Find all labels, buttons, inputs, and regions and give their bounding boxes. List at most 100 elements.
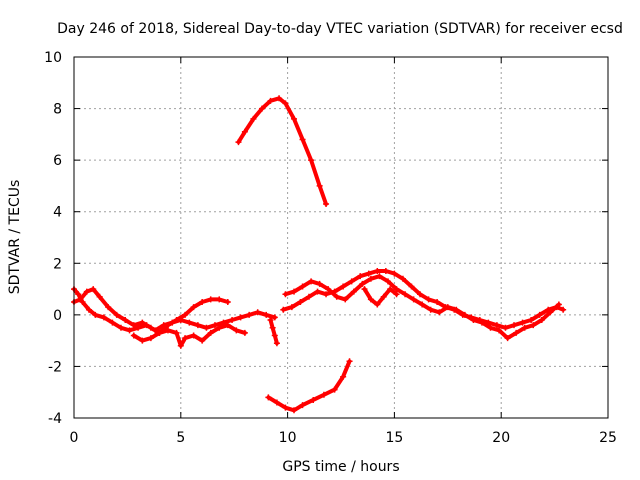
- data-point: [263, 311, 270, 318]
- data-point: [96, 293, 103, 300]
- data-point: [320, 391, 327, 398]
- data-point: [207, 329, 214, 336]
- data-point: [333, 293, 340, 300]
- data-point: [235, 139, 242, 146]
- data-point: [402, 291, 409, 298]
- data-point: [237, 314, 244, 321]
- data-point: [393, 286, 400, 293]
- data-point: [130, 322, 137, 329]
- data-point: [130, 332, 137, 339]
- data-point: [519, 319, 526, 326]
- data-point: [224, 298, 231, 305]
- data-point: [297, 298, 304, 305]
- data-point: [273, 340, 280, 347]
- data-point: [367, 296, 374, 303]
- data-point: [325, 286, 332, 293]
- data-point: [357, 273, 364, 280]
- y-axis-label: SDTVAR / TECUs: [7, 180, 23, 295]
- y-tick-label: 8: [53, 102, 62, 118]
- series-band-e: [282, 273, 562, 342]
- x-tick-label: 25: [599, 430, 617, 446]
- data-point: [528, 317, 535, 324]
- x-tick-label: 0: [70, 430, 79, 446]
- data-point: [92, 311, 99, 318]
- data-point: [478, 319, 485, 326]
- data-point: [359, 280, 366, 287]
- data-point: [126, 327, 133, 334]
- series-trace: [268, 318, 279, 346]
- data-point: [280, 306, 287, 313]
- data-point: [224, 322, 231, 329]
- series-trace: [362, 287, 399, 307]
- data-point: [216, 324, 223, 331]
- data-point: [427, 306, 434, 313]
- data-point: [323, 200, 330, 207]
- data-point: [382, 268, 389, 275]
- data-point: [299, 283, 306, 290]
- data-point: [530, 322, 537, 329]
- data-point: [105, 304, 112, 311]
- data-point: [399, 275, 406, 282]
- data-point: [233, 327, 240, 334]
- data-point: [350, 288, 357, 295]
- data-point: [271, 314, 278, 321]
- data-point: [207, 296, 214, 303]
- data-point: [380, 293, 387, 300]
- data-point: [453, 306, 460, 313]
- data-point: [361, 286, 368, 293]
- data-point: [276, 95, 283, 102]
- data-point: [182, 335, 189, 342]
- data-point: [254, 309, 261, 316]
- data-point: [434, 298, 441, 305]
- data-point: [267, 97, 274, 104]
- data-point: [211, 322, 218, 329]
- data-point: [282, 291, 289, 298]
- data-point: [308, 278, 315, 285]
- data-point: [291, 288, 298, 295]
- data-point: [194, 322, 201, 329]
- series-trace: [266, 359, 352, 413]
- x-tick-label: 10: [279, 430, 297, 446]
- series-arc-low: [265, 358, 353, 414]
- data-point: [496, 327, 503, 334]
- data-point: [164, 327, 171, 334]
- data-point: [269, 324, 276, 331]
- data-point: [384, 278, 391, 285]
- series-trace: [72, 287, 230, 335]
- data-point: [374, 301, 381, 308]
- data-point: [391, 270, 398, 277]
- data-point: [425, 296, 432, 303]
- data-point: [555, 301, 562, 308]
- data-point: [393, 291, 400, 298]
- data-point: [502, 324, 509, 331]
- plot-area: [71, 95, 567, 414]
- data-point: [173, 329, 180, 336]
- x-axis-label: GPS time / hours: [282, 459, 399, 475]
- data-point: [282, 404, 289, 411]
- data-point: [282, 100, 289, 107]
- plot-frame: [73, 56, 609, 419]
- data-point: [147, 335, 154, 342]
- data-point: [408, 283, 415, 290]
- data-point: [348, 278, 355, 285]
- data-point: [560, 306, 567, 313]
- data-point: [299, 136, 306, 143]
- data-point: [316, 280, 323, 287]
- data-point: [291, 407, 298, 414]
- data-point: [229, 317, 236, 324]
- data-point: [417, 291, 424, 298]
- axes: 0 5 10 15 20 25 -4 -2 0 2 4 6 8 10: [44, 50, 617, 446]
- data-point: [139, 319, 146, 326]
- data-point: [419, 301, 426, 308]
- data-point: [273, 399, 280, 406]
- data-point: [511, 322, 518, 329]
- data-point: [299, 402, 306, 409]
- data-point: [147, 324, 154, 331]
- data-point: [291, 115, 298, 122]
- data-point: [310, 396, 317, 403]
- data-point: [513, 329, 520, 336]
- data-point: [340, 283, 347, 290]
- data-point: [139, 337, 146, 344]
- data-point: [323, 291, 330, 298]
